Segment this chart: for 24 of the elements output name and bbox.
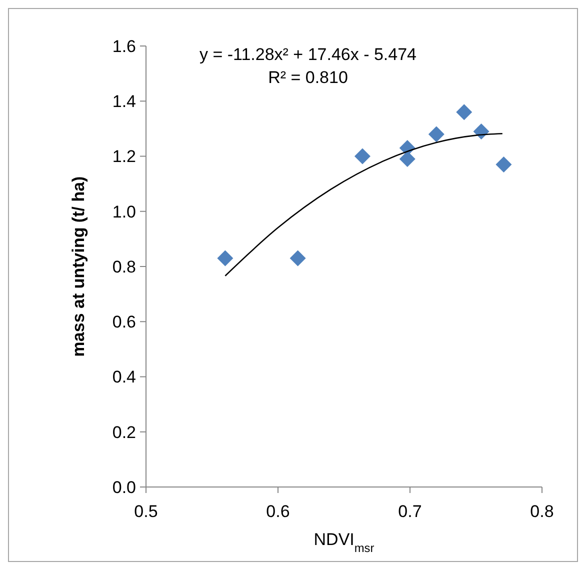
y-tick-label: 1.2 — [112, 147, 136, 166]
y-tick-label: 0.6 — [112, 312, 136, 332]
x-axis-title: NDVI$_{msr}$ — [314, 530, 374, 555]
y-tick-label: 0.2 — [112, 422, 136, 442]
x-tick-label: 0.6 — [266, 502, 290, 521]
annotation: R² = 0.810 — [268, 68, 348, 87]
y-axis-title: mass at untying (t/ ha) — [69, 176, 88, 357]
point — [290, 250, 306, 266]
y-tick-label: 1.6 — [112, 36, 136, 56]
x-tick-label: 0.8 — [530, 502, 554, 521]
point — [428, 126, 444, 142]
point — [496, 156, 512, 173]
point — [354, 148, 370, 164]
y-tick-label: 0.4 — [112, 368, 136, 387]
point — [217, 250, 234, 266]
y-tick-label: 1.0 — [112, 202, 136, 222]
point — [456, 104, 472, 120]
y-tick-label: 1.4 — [112, 92, 136, 112]
y-tick-label: 0.8 — [112, 257, 136, 276]
y-tick-label: 0.0 — [112, 478, 136, 497]
annotation: y = -11.28x² + 17.46x - 5.474 — [199, 45, 417, 64]
point — [473, 123, 490, 140]
x-tick-label: 0.7 — [398, 502, 422, 521]
x-tick-label: 0.5 — [134, 502, 158, 521]
